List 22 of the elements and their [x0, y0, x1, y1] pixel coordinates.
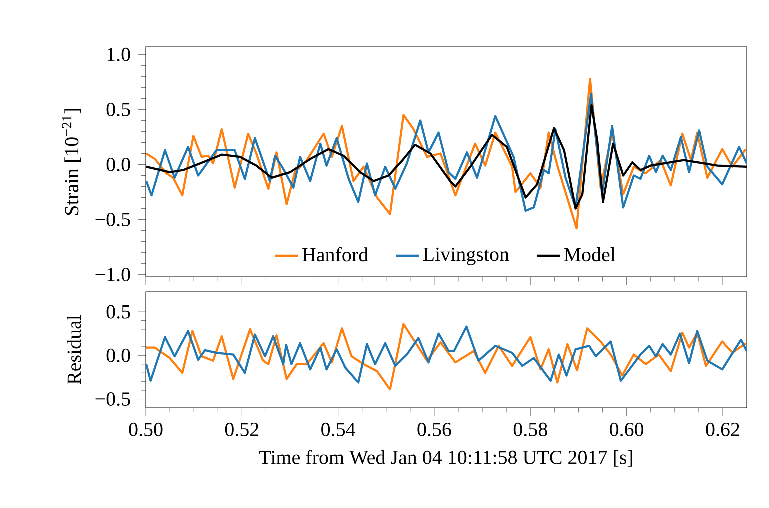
y-tick-label: −1.0 [96, 268, 130, 282]
x-tick-label: 0.52 [225, 422, 259, 437]
y-tick-label: 0.5 [106, 305, 130, 319]
line-series [146, 78, 748, 230]
y-tick-label: 0.0 [106, 348, 130, 362]
legend-label: Model [564, 248, 616, 262]
x-tick-label: 0.50 [129, 422, 163, 437]
y-tick-label: 0.5 [106, 102, 130, 117]
x-tick-label: 0.60 [610, 422, 644, 437]
x-tick-label: 0.54 [322, 422, 356, 437]
y-axis-title: Residual [67, 315, 82, 384]
y-tick-label: −0.5 [96, 392, 130, 406]
y-tick-label: 0.0 [106, 158, 130, 172]
legend-label: Livingston [423, 248, 510, 266]
legend-label: Hanford [302, 247, 368, 262]
x-axis-title: Time from Wed Jan 04 10:11:58 UTC 2017 [s] [260, 450, 632, 467]
y-tick-label: −0.5 [96, 212, 130, 227]
x-tick-label: 0.62 [706, 422, 740, 437]
x-tick-label: 0.56 [418, 422, 452, 437]
y-tick-label: 1.0 [108, 48, 130, 62]
x-tick-label: 0.58 [514, 422, 548, 437]
y-axis-title: Strain [10$^{−21}$] [62, 109, 82, 215]
